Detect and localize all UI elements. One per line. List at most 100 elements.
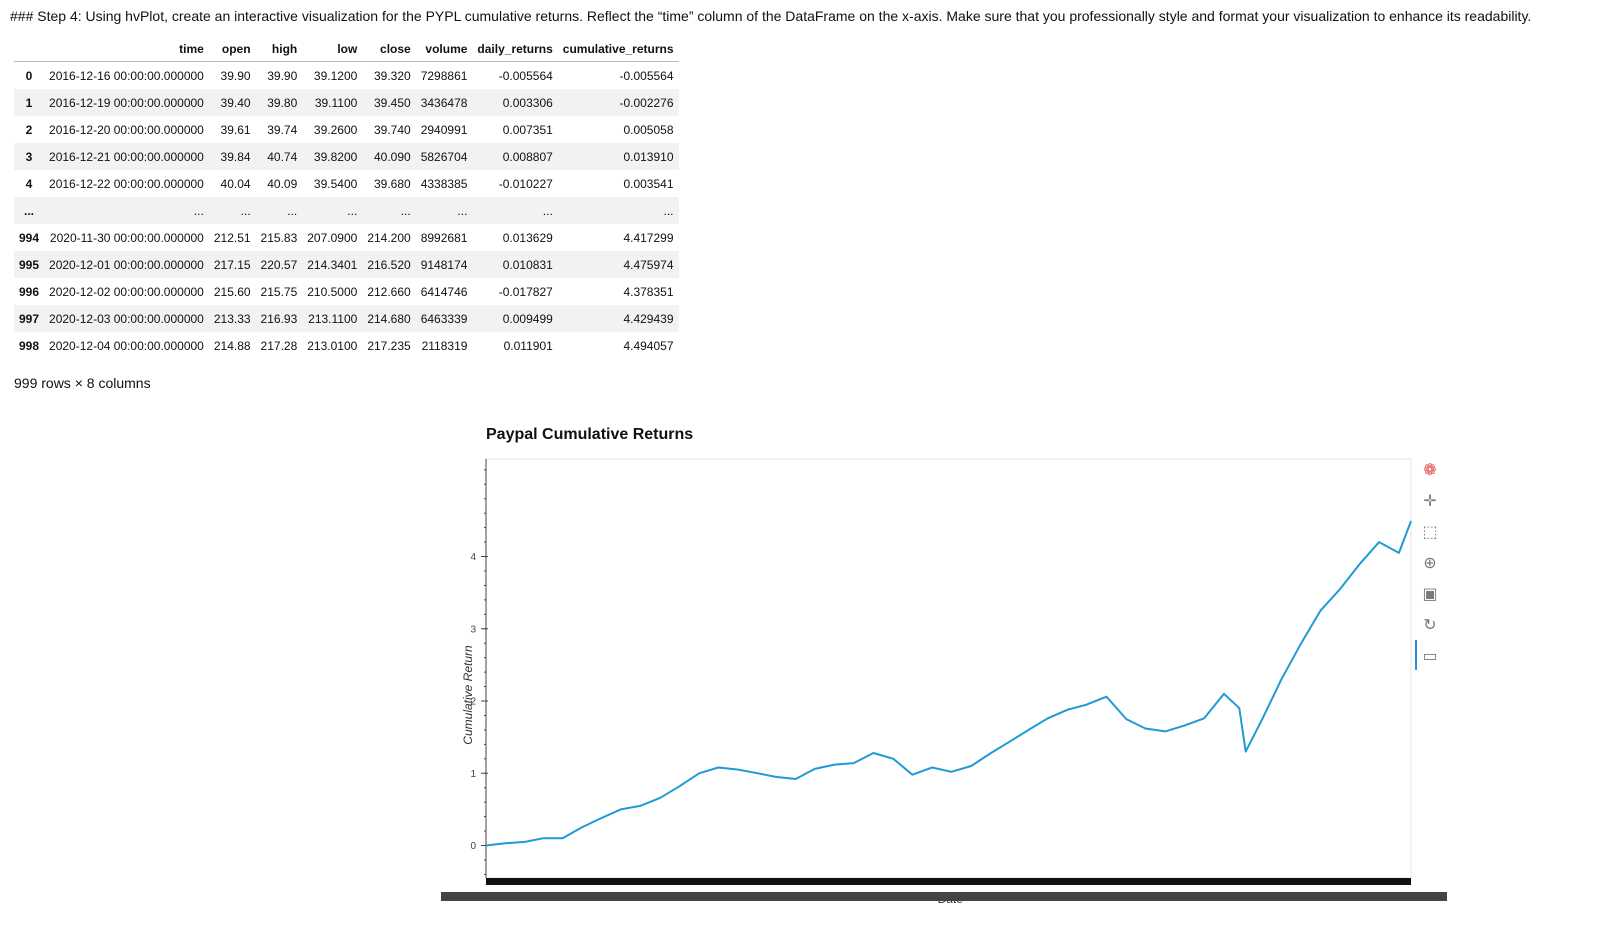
table-cell: 39.61 xyxy=(220,122,251,137)
column-header: time xyxy=(44,37,209,62)
table-row: 995 2020-12-01 00:00:00.000000 217.15 220.5… xyxy=(14,251,679,278)
table-cell: 9148174 xyxy=(420,257,468,272)
table-cell: 216.520 xyxy=(367,257,411,272)
table-cell: 40.04 xyxy=(220,176,251,191)
table-cell: 0.003306 xyxy=(502,95,553,110)
table-cell: 217.28 xyxy=(260,338,298,353)
table-cell: 214.3401 xyxy=(307,257,358,272)
wheel-zoom-icon[interactable]: ⊕ xyxy=(1423,552,1437,572)
table-cell: 0.007351 xyxy=(502,122,553,137)
table-cell: 6463339 xyxy=(420,311,468,326)
table-cell: ... xyxy=(663,203,674,218)
y-tick-label: 4 xyxy=(470,552,476,563)
active-tool-indicator xyxy=(1415,640,1417,670)
table-cell: 5826704 xyxy=(420,149,468,164)
save-icon[interactable]: ▣ xyxy=(1422,583,1438,603)
table-cell: 0.008807 xyxy=(502,149,553,164)
row-index: 3 xyxy=(25,149,33,164)
reset-icon[interactable]: ↻ xyxy=(1423,614,1437,634)
table-row: 994 2020-11-30 00:00:00.000000 212.51 215.8… xyxy=(14,224,679,251)
table-row: 996 2020-12-02 00:00:00.000000 215.60 215.7… xyxy=(14,278,679,305)
row-index: 997 xyxy=(19,311,40,326)
table-row: 0 2016-12-16 00:00:00.000000 39.90 39.90 39.… xyxy=(14,62,679,90)
row-index: 0 xyxy=(25,68,33,83)
column-header: volume xyxy=(415,37,473,62)
table-cell: ... xyxy=(240,203,251,218)
row-index: 994 xyxy=(19,230,40,245)
table-cell: 39.90 xyxy=(220,68,251,83)
horizontal-scrollbar[interactable] xyxy=(441,892,1447,901)
x-tick-band xyxy=(486,878,1411,885)
table-cell: 4.417299 xyxy=(623,230,674,245)
table-cell: 213.1100 xyxy=(308,311,358,326)
table-row: 1 2016-12-19 00:00:00.000000 39.40 39.80 39.… xyxy=(14,89,679,116)
table-cell: 39.80 xyxy=(267,95,298,110)
table-row: 4 2016-12-22 00:00:00.000000 40.04 40.09 39.… xyxy=(14,170,679,197)
table-cell: 0.009499 xyxy=(502,311,553,326)
table-cell: 216.93 xyxy=(260,311,298,326)
table-cell: 212.51 xyxy=(213,230,251,245)
box-zoom-icon[interactable]: ⬚ xyxy=(1422,521,1438,541)
table-row: 3 2016-12-21 00:00:00.000000 39.84 40.74 39.… xyxy=(14,143,679,170)
table-cell: 0.010831 xyxy=(502,257,553,272)
table-cell: 4.475974 xyxy=(623,257,674,272)
table-cell: 0.013910 xyxy=(623,149,674,164)
column-header: close xyxy=(362,37,416,62)
table-cell: ... xyxy=(542,203,553,218)
table-row: ........................... xyxy=(14,197,679,224)
table-cell: 2016-12-16 00:00:00.000000 xyxy=(49,68,204,83)
table-cell: 2020-12-03 00:00:00.000000 xyxy=(49,311,204,326)
table-cell: 0.013629 xyxy=(502,230,553,245)
y-tick-label: 2 xyxy=(470,697,476,708)
table-cell: 4.494057 xyxy=(623,338,674,353)
column-header: daily_returns xyxy=(472,37,558,62)
table-cell: 39.740 xyxy=(374,122,411,137)
table-cell: ... xyxy=(457,203,468,218)
table-cell: 39.2600 xyxy=(313,122,358,137)
column-header: low xyxy=(302,37,363,62)
table-cell: 2020-12-01 00:00:00.000000 xyxy=(49,257,204,272)
table-cell: 210.5000 xyxy=(307,284,358,299)
table-cell: 217.235 xyxy=(367,338,411,353)
table-cell: 39.74 xyxy=(267,122,298,137)
pan-icon[interactable]: ✛ xyxy=(1423,490,1437,510)
table-cell: 217.15 xyxy=(213,257,251,272)
row-index: 4 xyxy=(25,176,33,191)
table-cell: 215.83 xyxy=(260,230,298,245)
column-header: high xyxy=(255,37,303,62)
table-cell: 2016-12-22 00:00:00.000000 xyxy=(49,176,204,191)
table-cell: 214.88 xyxy=(213,338,251,353)
table-cell: 39.40 xyxy=(220,95,251,110)
table-cell: 40.74 xyxy=(267,149,298,164)
table-cell: 39.680 xyxy=(374,176,411,191)
table-cell: 2016-12-19 00:00:00.000000 xyxy=(49,95,204,110)
table-cell: 4338385 xyxy=(420,176,468,191)
table-cell: 214.200 xyxy=(367,230,411,245)
series-line xyxy=(485,520,1412,847)
table-cell: 3436478 xyxy=(420,95,468,110)
table-cell: 8992681 xyxy=(420,230,468,245)
table-cell: 39.90 xyxy=(267,68,298,83)
table-cell: -0.010227 xyxy=(498,176,553,191)
table-cell: 2020-11-30 00:00:00.000000 xyxy=(49,230,204,245)
table-cell: 7298861 xyxy=(420,68,468,83)
table-cell: 212.660 xyxy=(367,284,411,299)
table-cell: 39.1100 xyxy=(314,95,358,110)
y-tick-label: 1 xyxy=(470,769,476,780)
plot-frame xyxy=(485,458,1412,879)
table-cell: ... xyxy=(400,203,411,218)
row-index: 996 xyxy=(19,284,40,299)
chart-title: Paypal Cumulative Returns xyxy=(486,426,694,443)
table-cell: 0.003541 xyxy=(623,176,674,191)
row-index: 995 xyxy=(19,257,40,272)
table-cell: 39.320 xyxy=(374,68,411,83)
table-cell: ... xyxy=(347,203,358,218)
dataframe-table: time open high low close volume daily_returns c… xyxy=(14,37,679,359)
hover-icon[interactable]: ▭ xyxy=(1422,645,1438,665)
table-cell: 39.5400 xyxy=(313,176,358,191)
column-header: open xyxy=(208,37,256,62)
table-cell: 207.0900 xyxy=(307,230,358,245)
table-cell: -0.002276 xyxy=(619,95,674,110)
y-tick-label: 3 xyxy=(470,624,476,635)
